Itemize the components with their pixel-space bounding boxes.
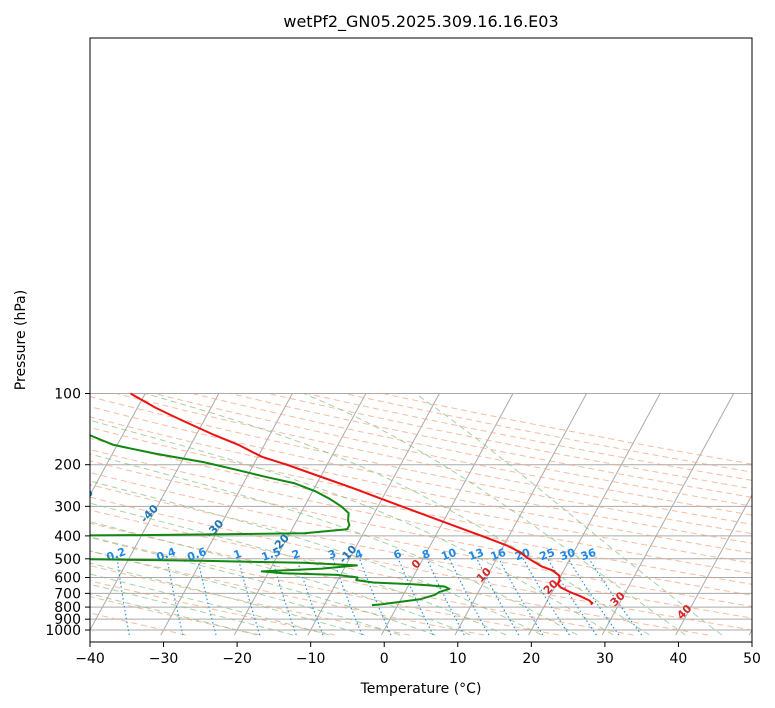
isotherm-line bbox=[454, 393, 587, 636]
y-tick-label: 200 bbox=[54, 458, 81, 474]
mixing-ratio-label: 25 bbox=[538, 546, 557, 563]
dry-adiabat-line bbox=[90, 416, 752, 554]
y-tick-label: 1000 bbox=[45, 623, 81, 639]
axes: −40 −30 −20 −10 0 10 20 30 40 5010020030040050060… bbox=[45, 387, 761, 668]
plot-area bbox=[90, 38, 752, 642]
moist-adiabat-line bbox=[90, 453, 578, 636]
isotherm-line bbox=[160, 393, 293, 636]
mixing-ratio-label: 1 bbox=[232, 547, 244, 562]
dry-adiabat-line bbox=[90, 612, 187, 636]
isotherm-line bbox=[675, 493, 752, 636]
mixing-ratio-line bbox=[166, 558, 184, 636]
background-lines bbox=[90, 393, 752, 636]
x-tick-label: −10 bbox=[296, 651, 326, 667]
y-tick-label: 400 bbox=[54, 529, 81, 545]
mixing-ratio-label: 8 bbox=[420, 547, 432, 562]
adiabat-labels: 0.10.20.40.611.52346810131620253036-100-… bbox=[8, 470, 695, 622]
moist-adiabat-line bbox=[90, 502, 507, 636]
isotherm-line bbox=[601, 393, 735, 636]
moist-adiabat-line bbox=[90, 562, 365, 636]
y-tick-label: 700 bbox=[54, 586, 81, 602]
dry-adiabat-label: -60 bbox=[8, 470, 31, 494]
dry-adiabat-line bbox=[90, 396, 752, 535]
moist-adiabat-line bbox=[303, 393, 686, 636]
moist-adiabat-line bbox=[90, 536, 436, 636]
dry-adiabat-line bbox=[90, 565, 410, 636]
dry-adiabat-line bbox=[115, 393, 752, 525]
x-tick-label: −30 bbox=[149, 651, 179, 667]
y-tick-label: 900 bbox=[54, 612, 81, 628]
mixing-ratio-label: 36 bbox=[579, 546, 598, 564]
temperature-profile bbox=[130, 392, 594, 606]
mixing-ratio-line bbox=[397, 558, 434, 636]
dewpoint-profile bbox=[90, 434, 451, 607]
moist-adiabat-line bbox=[90, 480, 542, 636]
mixing-ratio-label: 30 bbox=[558, 546, 577, 564]
mixing-ratio-line bbox=[588, 558, 643, 636]
isotherm-line bbox=[90, 393, 220, 632]
mixing-ratio-label: 1.5 bbox=[260, 545, 283, 564]
isotherm-line bbox=[748, 628, 752, 636]
x-axis-label: Temperature (°C) bbox=[360, 681, 482, 697]
mixing-ratio-label: 13 bbox=[467, 546, 486, 563]
isotherm-line bbox=[233, 393, 367, 636]
mixing-ratio-label: 10 bbox=[439, 546, 458, 564]
plot-frame bbox=[89, 37, 753, 643]
x-tick-label: 30 bbox=[596, 651, 614, 667]
mixing-ratio-line bbox=[237, 558, 261, 636]
x-tick-label: 20 bbox=[522, 651, 540, 667]
y-tick-label: 800 bbox=[54, 600, 81, 616]
isotherm-line bbox=[307, 393, 440, 636]
mixing-ratio-line bbox=[522, 558, 570, 636]
y-tick-label: 300 bbox=[54, 499, 81, 515]
y-tick-label: 500 bbox=[54, 552, 81, 568]
mixing-ratio-label: 2 bbox=[290, 547, 302, 562]
dry-adiabat-line bbox=[90, 509, 709, 636]
x-tick-label: 50 bbox=[743, 651, 761, 667]
mixing-ratio-line bbox=[498, 558, 544, 636]
x-tick-label: −40 bbox=[75, 651, 105, 667]
x-tick-label: −20 bbox=[222, 651, 252, 667]
chart-title: wetPf2_GN05.2025.309.16.16.E03 bbox=[283, 12, 558, 32]
dry-adiabat-line bbox=[90, 406, 752, 544]
mixing-ratio-line bbox=[296, 558, 324, 636]
mixing-ratio-label: 0.6 bbox=[185, 545, 208, 564]
moist-adiabat-line bbox=[90, 573, 330, 636]
mixing-ratio-line bbox=[197, 558, 217, 636]
profiles bbox=[90, 392, 594, 607]
dry-adiabat-line bbox=[90, 496, 752, 631]
y-tick-label: 100 bbox=[54, 387, 81, 403]
mixing-ratio-label: 4 bbox=[353, 547, 365, 562]
y-axis-label: Pressure (hPa) bbox=[13, 290, 29, 390]
x-tick-label: 10 bbox=[449, 651, 467, 667]
mixing-ratio-line bbox=[271, 558, 297, 636]
x-tick-label: 0 bbox=[380, 651, 389, 667]
mixing-ratio-label: 3 bbox=[326, 547, 338, 562]
isotherm-line bbox=[381, 393, 514, 636]
y-tick-label: 600 bbox=[54, 571, 81, 587]
dry-adiabat-line bbox=[90, 460, 752, 596]
moist-adiabat-line bbox=[90, 550, 401, 636]
dry-adiabat-line bbox=[90, 484, 752, 619]
dry-adiabat-line bbox=[90, 522, 634, 636]
mixing-ratio-label: 6 bbox=[392, 547, 404, 562]
moist-adiabat-line bbox=[414, 393, 723, 636]
dry-adiabat-line bbox=[90, 472, 752, 607]
dry-adiabat-label: -50 bbox=[73, 486, 96, 510]
mixing-ratio-label: 16 bbox=[489, 546, 508, 564]
dry-adiabat-line bbox=[90, 580, 336, 636]
dry-adiabat-line bbox=[192, 393, 752, 507]
isotherm-line bbox=[90, 393, 146, 496]
x-tick-label: 40 bbox=[670, 651, 688, 667]
